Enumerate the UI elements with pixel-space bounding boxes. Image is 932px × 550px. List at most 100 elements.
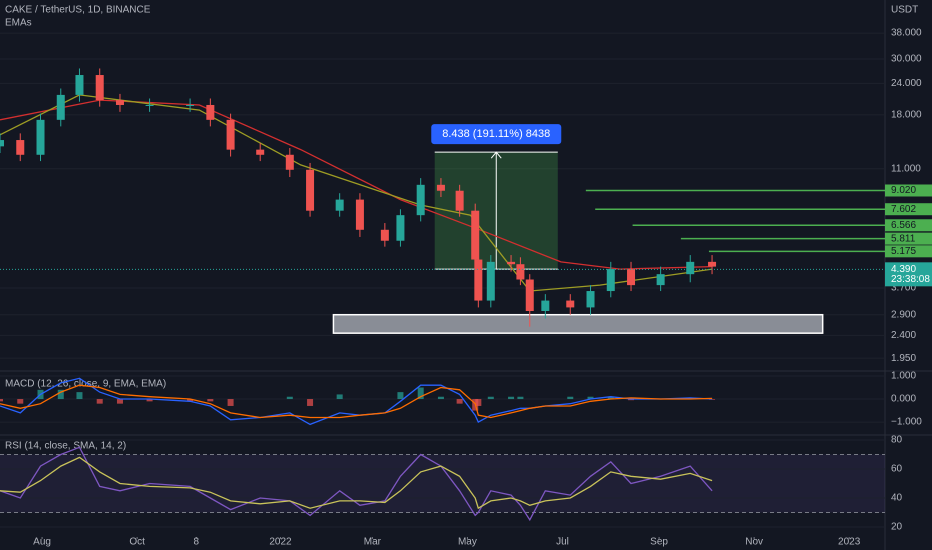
histogram-bar	[96, 399, 103, 404]
candle-body	[474, 259, 483, 301]
candle-body	[380, 229, 389, 241]
histogram-bar	[475, 399, 482, 406]
candle-body	[566, 300, 575, 308]
level-label: 5.175	[891, 246, 916, 257]
y-tick-label: 0.000	[891, 394, 916, 405]
level-label-box	[885, 232, 932, 245]
candle-body	[0, 140, 4, 147]
histogram-bar	[187, 399, 194, 402]
y-axis-label: USDT	[891, 5, 918, 16]
histogram-bar	[417, 387, 424, 400]
histogram-bar	[607, 396, 614, 400]
last-price-label: 4.390	[891, 264, 916, 275]
rsi-line	[0, 456, 713, 510]
histogram-bar	[57, 389, 64, 400]
level-label: 6.566	[891, 220, 916, 231]
y-tick-label: 30.000	[891, 54, 922, 65]
histogram-bar	[517, 396, 524, 400]
x-tick-label: Jul	[556, 537, 569, 548]
candle-body	[525, 279, 534, 311]
y-tick-label: 11.000	[891, 163, 921, 174]
y-tick-label: 18.000	[891, 110, 922, 121]
histogram-bar	[0, 399, 3, 402]
candle-body	[507, 261, 516, 265]
candle-body	[186, 104, 195, 106]
y-tick-label: 38.000	[891, 28, 922, 39]
macd-line	[0, 377, 713, 426]
measure-label-box	[431, 124, 562, 145]
y-tick-label: 1.950	[891, 353, 916, 364]
histogram-bar	[146, 399, 153, 402]
histogram-bar	[487, 396, 494, 400]
histogram-bar	[437, 396, 444, 400]
candle-body	[455, 190, 464, 211]
candle-body	[516, 264, 525, 280]
histogram-bar	[508, 396, 515, 400]
histogram-bar	[76, 392, 83, 400]
candle-body	[486, 261, 495, 301]
histogram-bar	[456, 399, 463, 404]
candle-body	[256, 149, 265, 155]
y-tick-label: −1.000	[891, 417, 922, 428]
last-price-box	[885, 262, 932, 287]
candle-body	[396, 215, 405, 241]
x-tick-label: Mar	[364, 537, 382, 548]
x-tick-label: Sep	[650, 537, 668, 548]
level-label-box	[885, 219, 932, 232]
histogram-bar	[567, 396, 574, 400]
candle-body	[335, 199, 344, 211]
level-label: 5.811	[891, 233, 916, 244]
histogram-bar	[587, 396, 594, 400]
candle-body	[708, 261, 717, 267]
y-tick-label: 24.000	[891, 78, 922, 89]
candle-body	[686, 261, 695, 275]
level-label: 7.602	[891, 204, 916, 215]
candle-body	[16, 140, 25, 155]
x-tick-label: 2023	[838, 537, 861, 548]
candle-body	[541, 300, 550, 311]
histogram-bar	[207, 399, 214, 402]
histogram-bar	[116, 399, 123, 404]
x-tick-label: 8	[194, 537, 200, 548]
candle-body	[36, 119, 45, 155]
x-tick-label: 2022	[269, 537, 292, 548]
x-tick-label: Nov	[745, 537, 763, 548]
rsi-line	[0, 446, 713, 522]
macd-title: MACD (12, 26, close, 9, EMA, EMA)	[5, 379, 166, 390]
candle-body	[75, 75, 84, 95]
x-tick-label: May	[458, 537, 477, 548]
y-tick-label: 2.900	[891, 309, 916, 320]
candle-body	[586, 291, 595, 308]
histogram-bar	[227, 399, 234, 406]
rsi-band	[0, 454, 885, 513]
candle-body	[145, 104, 154, 106]
y-tick-label: 2.400	[891, 330, 916, 341]
candle-body	[355, 199, 364, 230]
measure-label: 8.438 (191.11%) 8438	[442, 128, 550, 140]
x-tick-label: Oct	[129, 537, 145, 548]
countdown: 23:38:08	[891, 274, 930, 285]
y-tick-label: 20	[891, 522, 903, 533]
candle-body	[627, 269, 636, 286]
candle-body	[95, 75, 104, 101]
candle-body	[226, 119, 235, 150]
candle-body	[56, 94, 65, 120]
candle-body	[436, 184, 445, 191]
candle-body	[416, 184, 425, 216]
level-label-box	[885, 245, 932, 258]
y-tick-label: 80	[891, 435, 903, 446]
measure-arrowhead	[490, 151, 502, 159]
candle-body	[285, 154, 294, 170]
histogram-bar	[17, 399, 24, 404]
rsi-title: RSI (14, close, SMA, 14, 2)	[5, 441, 126, 452]
y-tick-label: 60	[891, 464, 903, 475]
candle-body	[606, 269, 615, 292]
y-tick-label: 1.000	[891, 371, 916, 382]
indicator-name: EMAs	[5, 18, 32, 29]
histogram-bar	[397, 392, 404, 400]
macd-line	[0, 384, 713, 419]
y-tick-label: 40	[891, 493, 903, 504]
level-label-box	[885, 203, 932, 216]
